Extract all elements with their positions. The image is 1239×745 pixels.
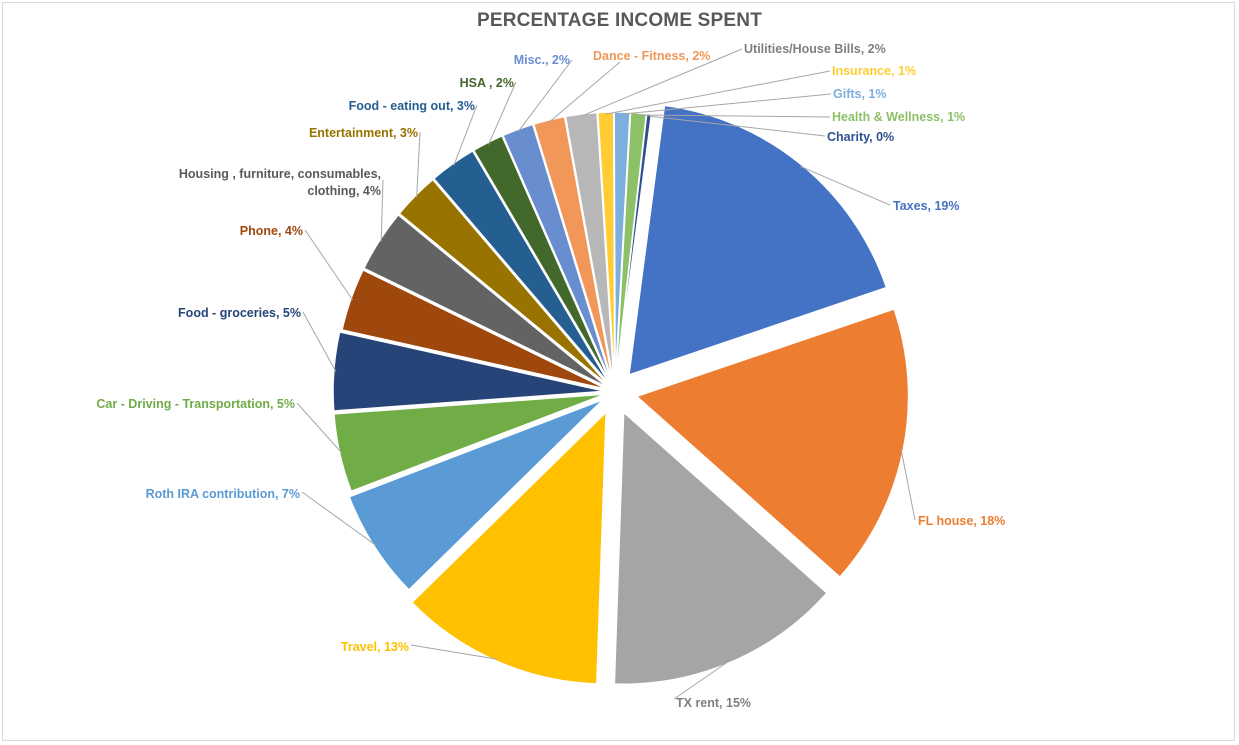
pie-slice-food-groceries bbox=[332, 330, 606, 412]
data-label: Phone, 4% bbox=[240, 224, 303, 238]
leader-line bbox=[416, 131, 421, 198]
data-label: Taxes, 19% bbox=[893, 199, 959, 213]
leader-line bbox=[304, 229, 354, 301]
leader-line bbox=[517, 59, 573, 132]
leader-line bbox=[410, 644, 498, 660]
data-label: Dance - Fitness, 2% bbox=[593, 49, 710, 63]
pie-slice-dance-fitness bbox=[532, 115, 614, 385]
pie-slice-misc bbox=[501, 123, 613, 385]
data-label: Charity, 0% bbox=[827, 130, 894, 144]
pie-slice-travel bbox=[410, 410, 607, 685]
pie-slice-roth-ira-contribution bbox=[348, 398, 604, 591]
pie-slice-entertainment bbox=[398, 178, 610, 387]
leader-line bbox=[488, 81, 517, 145]
leader-line bbox=[900, 449, 916, 521]
leader-line bbox=[453, 104, 478, 166]
pie-slice-phone bbox=[341, 268, 608, 391]
data-label: TX rent, 15% bbox=[676, 696, 751, 710]
pie-slice-tx-rent bbox=[613, 410, 829, 685]
chart-title: PERCENTAGE INCOME SPENT bbox=[476, 10, 763, 31]
data-label: HSA , 2% bbox=[460, 76, 514, 90]
data-label: Car - Driving - Transportation, 5% bbox=[96, 397, 295, 411]
leader-line bbox=[380, 179, 384, 242]
pie-slice-food-eating-out bbox=[432, 149, 612, 386]
leader-line bbox=[296, 402, 343, 454]
pie-slice-hsa bbox=[472, 134, 613, 386]
pie-slice-charity bbox=[615, 112, 653, 385]
data-label: Food - groceries, 5% bbox=[178, 306, 301, 320]
leader-line bbox=[581, 48, 743, 117]
data-label: Health & Wellness, 1% bbox=[832, 110, 965, 124]
data-label: Entertainment, 3% bbox=[309, 126, 418, 140]
pie-slice-fl-house bbox=[635, 307, 910, 579]
data-label: Utilities/House Bills, 2% bbox=[744, 42, 886, 56]
leader-line bbox=[622, 93, 832, 115]
leader-line bbox=[648, 115, 826, 137]
leader-line bbox=[638, 114, 831, 118]
data-label: Gifts, 1% bbox=[833, 87, 887, 101]
pie-slice-housing-furniture-consumables-clothing bbox=[362, 213, 609, 389]
data-label: FL house, 18% bbox=[918, 514, 1005, 528]
data-label: Roth IRA contribution, 7% bbox=[146, 487, 300, 501]
data-label: Travel, 13% bbox=[341, 640, 409, 654]
pie-slice-taxes bbox=[628, 104, 888, 377]
leader-line bbox=[549, 61, 621, 123]
data-label: Misc., 2% bbox=[514, 53, 570, 67]
leader-line bbox=[301, 491, 377, 546]
leader-line bbox=[605, 70, 831, 115]
data-label: Food - eating out, 3% bbox=[349, 99, 475, 113]
leader-line bbox=[800, 165, 891, 206]
data-label: Housing , furniture, consumables, clothin… bbox=[179, 167, 381, 198]
leader-line bbox=[673, 659, 731, 700]
data-label: Insurance, 1% bbox=[832, 64, 916, 78]
leader-line bbox=[302, 311, 337, 372]
pie-slice-car-driving-transportation bbox=[333, 393, 606, 493]
